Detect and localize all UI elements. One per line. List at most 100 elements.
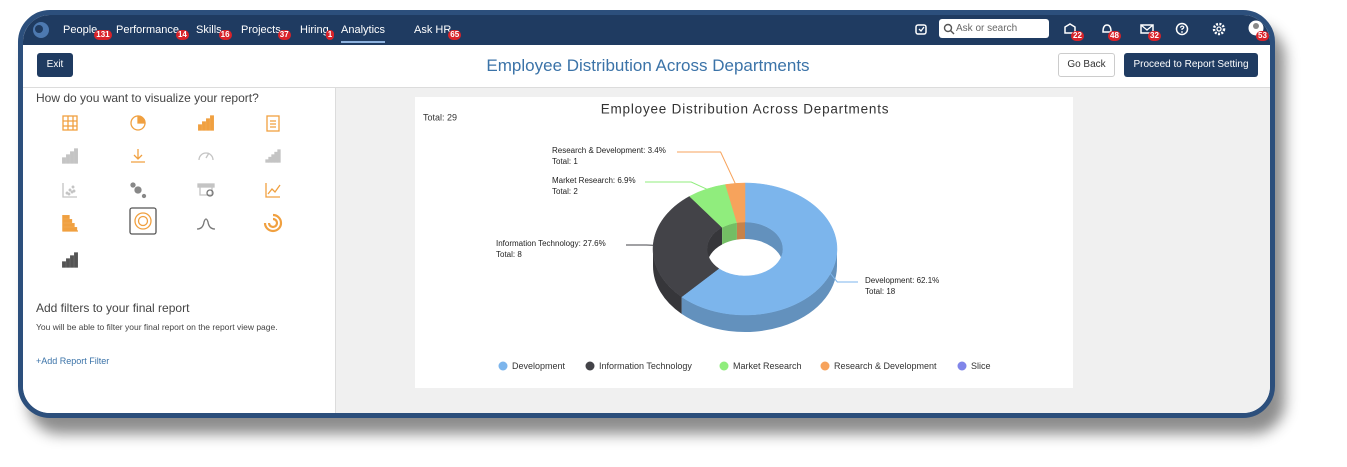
chart-type-icon[interactable] [265, 149, 281, 163]
chart-background [415, 97, 1073, 388]
slice-side [653, 249, 682, 314]
icon-shape [67, 192, 71, 196]
chart-type-icon[interactable] [265, 183, 281, 198]
icon-shape [70, 151, 74, 164]
proceed-button[interactable]: Proceed to Report Setting [1124, 53, 1258, 77]
icon-shape [271, 154, 275, 163]
icon-shape [130, 182, 136, 188]
chart-type-icon[interactable] [131, 149, 145, 163]
icon-shape [137, 215, 149, 227]
icon-shape [134, 186, 142, 194]
data-label-count: Total: 8 [496, 250, 522, 259]
badge: 53 [1256, 31, 1269, 41]
chart-type-icon[interactable] [266, 115, 280, 132]
nav-label: Analytics [341, 24, 386, 36]
chart-type-icon[interactable] [197, 183, 215, 197]
app-window: Ask or search 22 48 32 53 People 131 Perfo… [18, 10, 1275, 418]
legend-swatch [498, 361, 508, 371]
badge: 1 [325, 30, 335, 40]
nav-label: People [63, 24, 98, 36]
chart-type-icon[interactable] [129, 207, 157, 235]
avatar[interactable]: 53 [1248, 20, 1269, 41]
logo [33, 22, 49, 38]
data-label: Research & Development: 3.4% [552, 146, 666, 155]
chart-type-icon[interactable] [263, 213, 283, 233]
icon-shape [265, 183, 281, 198]
data-label: Market Research: 6.9% [552, 176, 636, 185]
nav-item[interactable]: People 131 [63, 24, 112, 40]
legend-swatch [820, 361, 830, 371]
badge: 16 [218, 30, 232, 40]
label-connector [830, 273, 858, 283]
icon-shape [70, 255, 74, 268]
chart-type-icon[interactable] [196, 218, 216, 230]
toolbar: Exit Employee Distribution Across Depart… [23, 46, 1270, 88]
pie-slice[interactable] [652, 196, 723, 298]
icon-shape [202, 121, 206, 131]
exit-button[interactable]: Exit [37, 53, 73, 77]
badge: 131 [94, 30, 112, 40]
chart-type-icon[interactable] [62, 252, 78, 268]
chart-type-icon[interactable] [62, 148, 78, 164]
slice-inner-wall [722, 222, 737, 245]
icon-shape [62, 215, 78, 232]
icon-shape [72, 189, 76, 193]
pie-slice[interactable] [725, 182, 746, 223]
icon-shape [62, 261, 66, 268]
chart-type-icon[interactable] [130, 115, 146, 131]
chart-annotation: Total: 29 [423, 112, 457, 122]
chart-type-icon[interactable] [198, 115, 214, 131]
search-box[interactable]: Ask or search [939, 19, 1049, 38]
data-label: Development: 62.1% [865, 276, 939, 285]
nav-label: Projects [241, 24, 281, 36]
legend-item[interactable]: Development [498, 361, 566, 371]
pie-slice[interactable] [681, 182, 838, 316]
chart-type-icon[interactable] [198, 152, 214, 161]
chart-type-icon[interactable] [62, 115, 78, 131]
icon-shape [270, 120, 276, 128]
nav-item[interactable]: Performance 14 [116, 24, 189, 40]
icon-shape [199, 187, 213, 196]
chart: Employee Distribution Across Departments… [415, 97, 1073, 388]
add-filter-link[interactable]: +Add Report Filter [36, 356, 110, 366]
inbox-icon[interactable]: 22 [1063, 22, 1084, 41]
legend-item[interactable]: Information Technology [585, 361, 693, 371]
legend-item[interactable]: Research & Development [820, 361, 938, 371]
nav-item[interactable]: Ask HR 65 [414, 24, 462, 40]
legend-label: Market Research [733, 361, 802, 371]
icon-shape [131, 149, 145, 163]
slice-inner-wall [736, 222, 745, 240]
nav-item[interactable]: Hiring 1 [300, 24, 335, 40]
mail-icon[interactable]: 32 [1140, 22, 1161, 41]
badge: 65 [448, 30, 462, 40]
nav-item[interactable]: Analytics [341, 24, 386, 43]
badge: 37 [277, 30, 291, 40]
search-placeholder: Ask or search [956, 23, 1018, 34]
icon [1064, 23, 1076, 34]
alarm-icon[interactable] [914, 22, 928, 36]
nav-item[interactable]: Skills 16 [196, 24, 232, 40]
icon-shape [74, 252, 78, 268]
chart-title: Employee Distribution Across Departments [601, 102, 890, 117]
settings-icon[interactable] [1212, 22, 1226, 36]
legend-item[interactable]: Slice [957, 361, 991, 371]
search-icon [943, 23, 955, 35]
bell-icon[interactable]: 48 [1100, 22, 1121, 41]
go-back-button[interactable]: Go Back [1058, 53, 1115, 77]
icon-shape [62, 115, 78, 131]
icon-shape [137, 115, 146, 124]
chart-type-icon[interactable] [130, 182, 147, 199]
sidebar: How do you want to visualize your report… [23, 88, 336, 413]
chart-type-icon[interactable] [62, 215, 78, 232]
nav-label: Ask HR [414, 24, 452, 36]
icon-shape [205, 152, 210, 159]
label-connector [645, 181, 707, 190]
icon-shape [277, 149, 281, 163]
legend-item[interactable]: Market Research [719, 361, 802, 371]
chart-type-icon[interactable] [62, 183, 77, 198]
icon-shape [198, 124, 202, 131]
nav-item[interactable]: Projects 37 [241, 24, 291, 40]
icon-shape [267, 217, 279, 229]
help-icon[interactable] [1175, 22, 1189, 36]
